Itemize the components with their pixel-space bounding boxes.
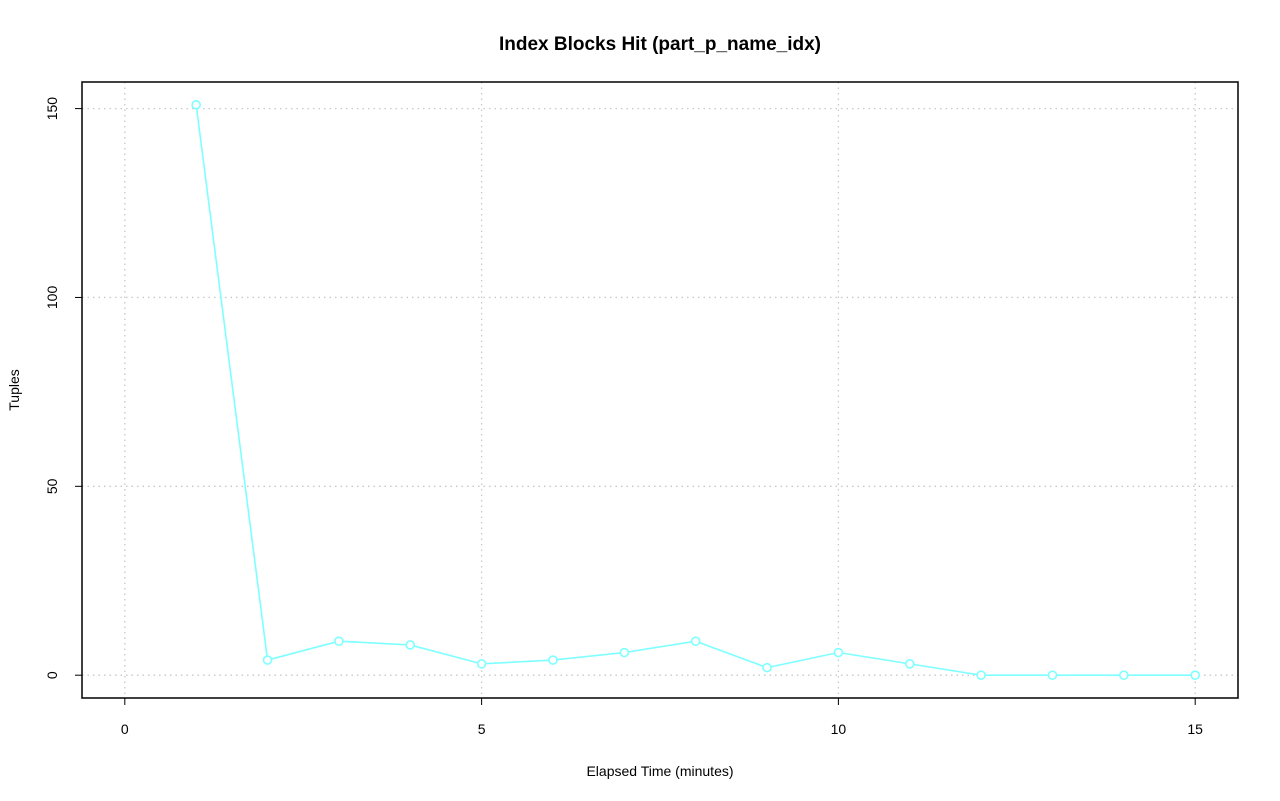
point xyxy=(762,662,772,673)
y-tick-label: 100 xyxy=(44,286,60,310)
x-tick-label: 15 xyxy=(1187,721,1203,737)
y-tick-label: 150 xyxy=(44,97,60,121)
point xyxy=(1190,670,1200,680)
point xyxy=(334,636,344,646)
y-tick-label: 50 xyxy=(44,478,60,494)
y-axis-label: Tuples xyxy=(6,369,22,411)
chart-title: Index Blocks Hit (part_p_name_idx) xyxy=(499,34,821,55)
point xyxy=(833,647,844,658)
x-tick-label: 10 xyxy=(831,721,847,737)
point xyxy=(405,640,416,650)
line xyxy=(195,104,1196,676)
point xyxy=(1047,670,1058,680)
x-axis-label: Elapsed Time (minutes) xyxy=(586,763,733,779)
point xyxy=(976,670,986,680)
point xyxy=(476,659,487,669)
point xyxy=(1119,670,1129,680)
point xyxy=(619,647,630,658)
point xyxy=(262,655,273,665)
point xyxy=(904,659,915,669)
y-tick-label: 0 xyxy=(44,671,60,679)
x-tick-label: 0 xyxy=(121,721,129,737)
point xyxy=(191,100,201,110)
point xyxy=(548,655,558,665)
plot-frame xyxy=(81,81,1239,699)
point xyxy=(690,636,701,646)
x-tick-label: 5 xyxy=(478,721,486,737)
